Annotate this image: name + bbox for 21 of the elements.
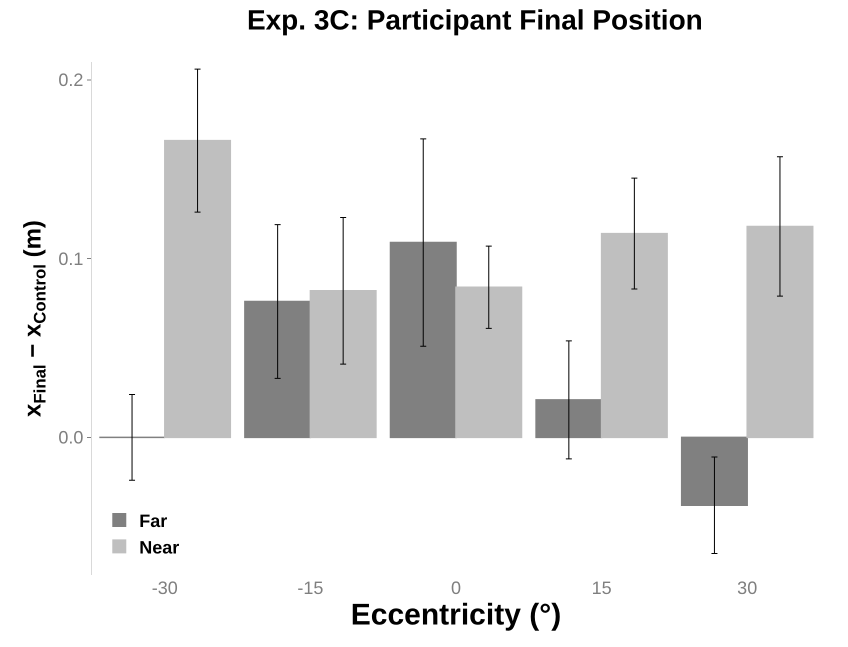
x-tick-label: 30 xyxy=(737,578,758,598)
bar xyxy=(390,242,457,438)
bar xyxy=(535,399,602,438)
y-tick-label: 0.1 xyxy=(58,248,84,269)
legend-label: Far xyxy=(139,510,168,531)
y-tick-label: 0.0 xyxy=(58,428,84,448)
bar xyxy=(600,232,668,438)
chart-title: Exp. 3C: Participant Final Position xyxy=(246,4,703,36)
bar xyxy=(680,436,748,506)
x-tick-label: -30 xyxy=(152,578,178,598)
x-axis-title: Eccentricity (°) xyxy=(350,598,562,632)
bar xyxy=(455,286,522,438)
x-tick-label: 15 xyxy=(592,578,612,598)
bar xyxy=(164,140,232,438)
legend-label: Near xyxy=(139,537,180,558)
bar xyxy=(746,226,814,438)
bar xyxy=(244,300,312,438)
y-tick-label: 0.2 xyxy=(58,70,84,90)
x-tick-label: 0 xyxy=(450,578,462,598)
bar xyxy=(310,290,377,438)
x-tick-label: -15 xyxy=(297,578,324,598)
